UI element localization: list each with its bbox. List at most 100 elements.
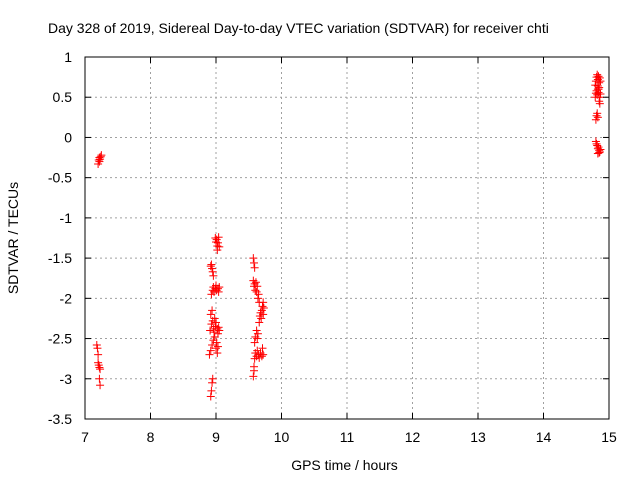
data-point — [253, 334, 262, 343]
data-point — [213, 329, 222, 338]
x-tick-labels: 7 8 9 10 11 12 13 14 15 — [81, 429, 617, 445]
data-point — [94, 350, 103, 359]
data-point — [213, 349, 222, 358]
data-point — [212, 281, 220, 290]
data-point — [213, 324, 222, 333]
data-point — [211, 234, 220, 242]
data-point — [212, 344, 220, 353]
data-point — [593, 141, 602, 150]
x-tick-label: 8 — [147, 429, 155, 445]
grid — [85, 57, 609, 419]
data-point — [595, 78, 604, 87]
data-point — [259, 303, 268, 312]
data-point — [249, 362, 258, 371]
data-point — [206, 346, 215, 355]
data-point — [595, 73, 604, 82]
data-point — [249, 254, 258, 263]
x-tick-label: 15 — [601, 429, 617, 445]
data-points — [92, 70, 605, 401]
data-point — [207, 386, 216, 395]
data-point — [96, 152, 105, 161]
data-point — [95, 157, 104, 166]
data-point — [214, 287, 223, 296]
data-point — [257, 352, 266, 361]
data-point — [213, 284, 222, 293]
data-point — [209, 271, 218, 280]
data-point — [206, 326, 215, 335]
data-point — [97, 151, 106, 160]
data-point — [210, 328, 219, 337]
data-point — [593, 81, 602, 90]
data-point — [215, 283, 224, 292]
y-tick-label: -1.5 — [48, 250, 72, 266]
x-axis-label: GPS time / hours — [291, 457, 398, 473]
data-point — [213, 342, 222, 351]
y-axis-label: SDTVAR / TECUs — [5, 182, 21, 294]
data-point — [96, 381, 105, 390]
data-point — [252, 326, 261, 335]
data-point — [594, 72, 603, 81]
data-point — [250, 338, 259, 347]
x-tick-label: 14 — [536, 429, 552, 445]
data-point — [208, 378, 217, 387]
data-point — [95, 374, 104, 383]
data-point — [249, 372, 258, 381]
data-point — [206, 310, 215, 319]
data-point — [594, 85, 603, 94]
data-point — [210, 332, 219, 341]
y-tick-label: -3.5 — [48, 411, 72, 427]
x-tick-label: 13 — [470, 429, 486, 445]
data-point — [210, 314, 219, 323]
data-point — [208, 267, 217, 276]
data-point — [255, 298, 264, 307]
data-point — [208, 374, 217, 383]
y-tick-label: -1 — [60, 210, 73, 226]
data-point — [207, 260, 216, 269]
data-point — [251, 286, 260, 295]
data-point — [595, 148, 604, 157]
data-point — [205, 350, 214, 359]
data-point — [214, 323, 223, 332]
data-point — [212, 338, 221, 347]
data-point — [259, 310, 268, 319]
data-point — [249, 258, 258, 267]
x-tick-label: 12 — [405, 429, 421, 445]
data-point — [95, 363, 104, 372]
data-point — [93, 344, 102, 353]
data-point — [208, 264, 217, 273]
data-point — [258, 344, 267, 353]
x-tick-label: 11 — [340, 429, 355, 445]
data-point — [593, 109, 602, 118]
data-point — [96, 365, 105, 374]
data-point — [595, 99, 604, 108]
chart-title: Day 328 of 2019, Sidereal Day-to-day VTE… — [48, 20, 549, 36]
y-tick-label: -2.5 — [48, 331, 72, 347]
y-tick-label: -0.5 — [48, 170, 72, 186]
data-point — [259, 350, 268, 359]
y-tick-label: 1 — [64, 49, 72, 65]
data-point — [208, 306, 217, 315]
data-point — [592, 139, 601, 148]
y-tick-label: -3 — [60, 371, 73, 387]
data-point — [213, 246, 222, 255]
y-tick-labels: -3.5 -3 -2.5 -2 -1.5 -1 -0.5 0 0.5 1 — [48, 49, 72, 427]
data-point — [258, 302, 267, 311]
y-tick-label: 0.5 — [53, 89, 73, 105]
data-point — [593, 149, 602, 158]
data-point — [596, 77, 605, 86]
data-point — [250, 279, 259, 288]
x-tick-label: 7 — [81, 429, 89, 445]
data-point — [253, 329, 262, 338]
y-tick-label: 0 — [64, 129, 72, 145]
data-point — [596, 145, 605, 154]
data-point — [252, 287, 261, 296]
data-point — [215, 326, 224, 335]
axis-ticks — [84, 56, 610, 420]
data-point — [212, 318, 220, 327]
data-point — [214, 233, 223, 242]
data-point — [250, 263, 259, 272]
data-point — [215, 242, 224, 251]
data-point — [255, 318, 264, 327]
data-point — [92, 340, 101, 349]
